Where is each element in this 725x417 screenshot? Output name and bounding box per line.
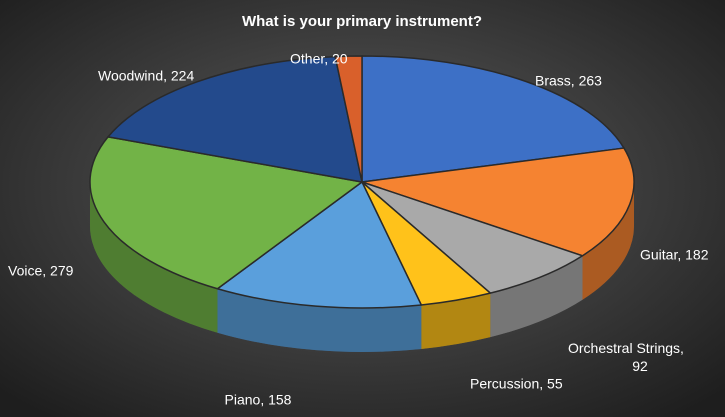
slice	[216, 181, 423, 309]
slice-side-shade	[217, 288, 422, 352]
slice-side	[490, 255, 583, 338]
data-label: Voice, 279	[8, 263, 74, 279]
data-label: Piano, 158	[225, 392, 292, 408]
slice	[361, 147, 635, 257]
slice-side-shade	[582, 182, 634, 300]
data-label: Brass, 263	[535, 73, 602, 89]
data-label: Other, 20	[290, 51, 348, 67]
data-labels: Brass, 263 Guitar, 182 Orchestral Strings,…	[8, 51, 709, 408]
slice	[361, 55, 625, 183]
chart-title: What is your primary instrument?	[242, 13, 482, 30]
data-label-line: 92	[632, 358, 648, 374]
slice-side	[421, 293, 491, 349]
data-label: Orchestral Strings, 92	[568, 340, 684, 374]
slice-side	[582, 182, 634, 300]
slice	[89, 136, 363, 290]
data-label: Woodwind, 224	[98, 68, 194, 84]
slice	[107, 55, 363, 183]
slice-side	[217, 288, 422, 352]
slice	[334, 55, 363, 183]
slice-side-shade	[490, 255, 583, 338]
slice-side-shade	[90, 182, 218, 333]
slice-side-shade	[421, 293, 491, 349]
pie-tops	[89, 55, 635, 309]
data-label: Percussion, 55	[470, 376, 563, 392]
pie-walls	[90, 182, 634, 352]
slice-side	[90, 182, 218, 333]
slice	[361, 181, 584, 294]
data-label: Guitar, 182	[640, 247, 709, 263]
data-label-line: Orchestral Strings,	[568, 340, 684, 356]
